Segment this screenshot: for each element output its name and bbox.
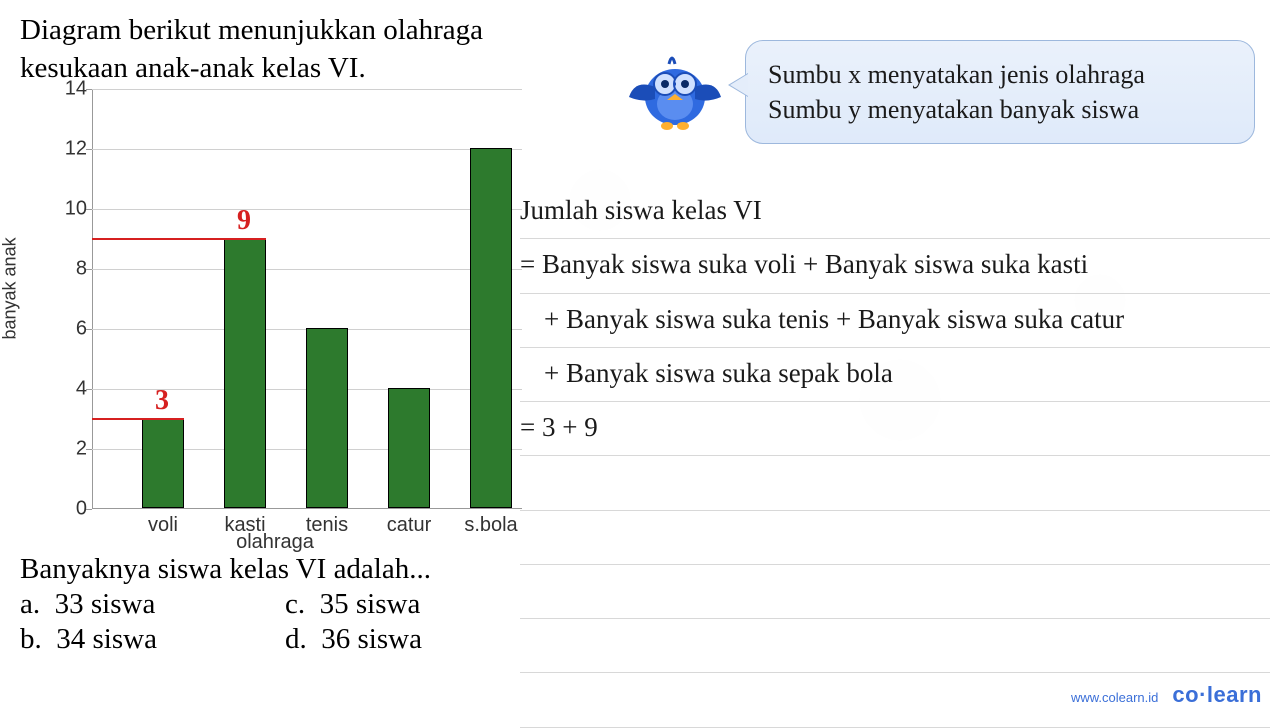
x-axis-label: olahraga (236, 531, 314, 554)
footer-url: www.colearn.id (1071, 690, 1158, 705)
explanation-blank-4 (520, 619, 1270, 673)
y-axis-line (92, 89, 93, 509)
y-tick-mark (86, 89, 92, 90)
bar-tenis (306, 328, 348, 508)
problem-line-1: Diagram berikut menunjukkan olahraga (20, 12, 540, 50)
y-tick-mark (86, 269, 92, 270)
y-tick-mark (86, 389, 92, 390)
annotation-value: 9 (237, 205, 251, 237)
y-tick-label: 6 (47, 318, 87, 341)
answer-options: a. 33 siswa c. 35 siswa b. 34 siswa d. 3… (20, 588, 540, 656)
bar-catur (388, 388, 430, 508)
left-panel: Diagram berikut menunjukkan olahraga kes… (20, 12, 540, 656)
y-tick-mark (86, 149, 92, 150)
option-b: b. 34 siswa (20, 623, 275, 656)
explanation-eq-1: = Banyak siswa suka voli + Banyak siswa … (520, 239, 1270, 293)
bar-voli (142, 418, 184, 508)
plot-area: 02468101214volikastiteniscaturs.bola39 (92, 89, 522, 509)
gridline (92, 209, 522, 210)
annotation-value: 3 (155, 385, 169, 417)
question-text: Banyaknya siswa kelas VI adalah... (20, 553, 540, 586)
colearn-logo: co·learn (1172, 682, 1262, 708)
y-tick-mark (86, 509, 92, 510)
gridline (92, 149, 522, 150)
explanation-blank-1 (520, 456, 1270, 510)
gridline (92, 89, 522, 90)
mascot-bird-icon (625, 42, 725, 142)
y-tick-label: 2 (47, 438, 87, 461)
y-tick-label: 0 (47, 498, 87, 521)
explanation-blank-2 (520, 511, 1270, 565)
footer: www.colearn.id co·learn (1071, 682, 1262, 708)
x-tick-label: catur (387, 514, 431, 537)
x-axis-line (92, 508, 522, 509)
x-tick-label: s.bola (464, 514, 517, 537)
explanation-panel: Jumlah siswa kelas VI = Banyak siswa suk… (520, 185, 1270, 728)
option-d: d. 36 siswa (285, 623, 540, 656)
x-tick-label: voli (148, 514, 178, 537)
y-tick-mark (86, 449, 92, 450)
y-tick-label: 14 (47, 78, 87, 101)
y-tick-label: 8 (47, 258, 87, 281)
problem-line-2: kesukaan anak-anak kelas VI. (20, 50, 540, 88)
y-tick-mark (86, 209, 92, 210)
y-tick-label: 10 (47, 198, 87, 221)
explanation-eq-2: + Banyak siswa suka tenis + Banyak siswa… (520, 294, 1270, 348)
annotation-line (92, 238, 266, 240)
y-tick-mark (86, 329, 92, 330)
bar-kasti (224, 238, 266, 508)
speech-line-2: Sumbu y menyatakan banyak siswa (768, 92, 1232, 127)
annotation-line (92, 418, 184, 420)
option-a: a. 33 siswa (20, 588, 275, 621)
explanation-eq-3: + Banyak siswa suka sepak bola (520, 348, 1270, 402)
explanation-title: Jumlah siswa kelas VI (520, 185, 1270, 239)
speech-line-1: Sumbu x menyatakan jenis olahraga (768, 57, 1232, 92)
explanation-eq-4: = 3 + 9 (520, 402, 1270, 456)
speech-bubble: Sumbu x menyatakan jenis olahraga Sumbu … (745, 40, 1255, 144)
option-c: c. 35 siswa (285, 588, 540, 621)
problem-statement: Diagram berikut menunjukkan olahraga kes… (20, 12, 540, 87)
gridline (92, 269, 522, 270)
y-tick-label: 12 (47, 138, 87, 161)
explanation-blank-3 (520, 565, 1270, 619)
y-axis-label: banyak anak (0, 238, 21, 340)
y-tick-label: 4 (47, 378, 87, 401)
bar-s.bola (470, 148, 512, 508)
bar-chart: banyak anak 02468101214volikastiteniscat… (20, 89, 530, 549)
